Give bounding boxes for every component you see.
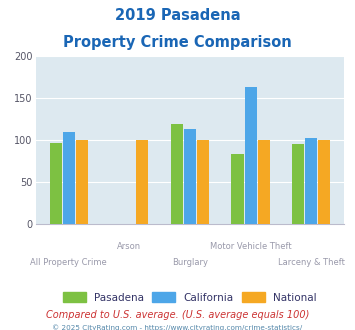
- Bar: [197, 140, 209, 224]
- Bar: [231, 154, 244, 224]
- Bar: [76, 140, 88, 224]
- Bar: [50, 143, 62, 224]
- Text: Burglary: Burglary: [172, 258, 208, 267]
- Bar: [305, 138, 317, 224]
- Text: All Property Crime: All Property Crime: [30, 258, 107, 267]
- Bar: [292, 145, 304, 224]
- Bar: [257, 140, 270, 224]
- Text: Arson: Arson: [117, 243, 141, 251]
- Text: 2019 Pasadena: 2019 Pasadena: [115, 8, 240, 23]
- Bar: [136, 140, 148, 224]
- Bar: [318, 140, 330, 224]
- Legend: Pasadena, California, National: Pasadena, California, National: [59, 287, 321, 307]
- Bar: [171, 124, 183, 224]
- Text: Motor Vehicle Theft: Motor Vehicle Theft: [210, 243, 291, 251]
- Bar: [62, 132, 75, 224]
- Text: © 2025 CityRating.com - https://www.cityrating.com/crime-statistics/: © 2025 CityRating.com - https://www.city…: [53, 324, 302, 330]
- Text: Property Crime Comparison: Property Crime Comparison: [63, 35, 292, 50]
- Text: Larceny & Theft: Larceny & Theft: [278, 258, 345, 267]
- Bar: [245, 87, 257, 224]
- Text: Compared to U.S. average. (U.S. average equals 100): Compared to U.S. average. (U.S. average …: [46, 310, 309, 319]
- Bar: [184, 129, 196, 224]
